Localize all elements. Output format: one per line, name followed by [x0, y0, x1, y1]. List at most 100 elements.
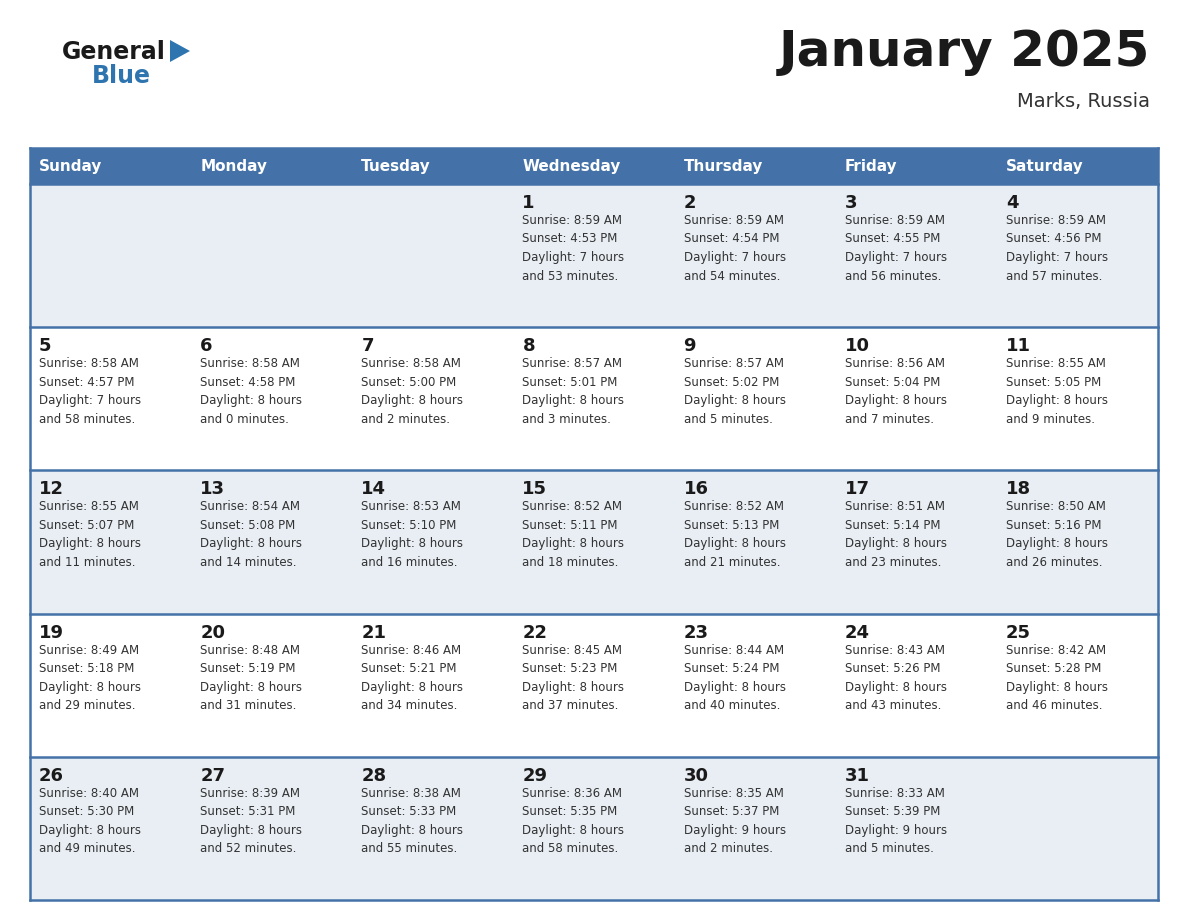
- Bar: [675, 470, 835, 613]
- Bar: [353, 756, 513, 900]
- Text: Sunrise: 8:54 AM
Sunset: 5:08 PM
Daylight: 8 hours
and 14 minutes.: Sunrise: 8:54 AM Sunset: 5:08 PM Dayligh…: [200, 500, 302, 569]
- Text: Sunrise: 8:58 AM
Sunset: 4:58 PM
Daylight: 8 hours
and 0 minutes.: Sunrise: 8:58 AM Sunset: 4:58 PM Dayligh…: [200, 357, 302, 426]
- Text: Sunrise: 8:57 AM
Sunset: 5:01 PM
Daylight: 8 hours
and 3 minutes.: Sunrise: 8:57 AM Sunset: 5:01 PM Dayligh…: [523, 357, 625, 426]
- Text: 28: 28: [361, 767, 386, 785]
- Text: 14: 14: [361, 480, 386, 498]
- Bar: [997, 327, 1158, 470]
- Bar: [675, 327, 835, 470]
- Text: Sunrise: 8:55 AM
Sunset: 5:05 PM
Daylight: 8 hours
and 9 minutes.: Sunrise: 8:55 AM Sunset: 5:05 PM Dayligh…: [1006, 357, 1108, 426]
- Bar: [675, 184, 835, 327]
- Text: Sunrise: 8:49 AM
Sunset: 5:18 PM
Daylight: 8 hours
and 29 minutes.: Sunrise: 8:49 AM Sunset: 5:18 PM Dayligh…: [39, 644, 141, 712]
- Bar: [997, 184, 1158, 327]
- Text: Sunrise: 8:35 AM
Sunset: 5:37 PM
Daylight: 9 hours
and 2 minutes.: Sunrise: 8:35 AM Sunset: 5:37 PM Dayligh…: [683, 787, 785, 856]
- Text: 8: 8: [523, 337, 535, 355]
- Bar: [30, 756, 191, 900]
- Text: Sunrise: 8:39 AM
Sunset: 5:31 PM
Daylight: 8 hours
and 52 minutes.: Sunrise: 8:39 AM Sunset: 5:31 PM Dayligh…: [200, 787, 302, 856]
- Bar: [675, 148, 835, 184]
- Text: 7: 7: [361, 337, 374, 355]
- Bar: [835, 613, 997, 756]
- Text: Sunrise: 8:46 AM
Sunset: 5:21 PM
Daylight: 8 hours
and 34 minutes.: Sunrise: 8:46 AM Sunset: 5:21 PM Dayligh…: [361, 644, 463, 712]
- Bar: [30, 470, 191, 613]
- Bar: [191, 148, 353, 184]
- Text: 1: 1: [523, 194, 535, 212]
- Text: 19: 19: [39, 623, 64, 642]
- Bar: [30, 148, 191, 184]
- Text: January 2025: January 2025: [778, 28, 1150, 76]
- Text: Sunrise: 8:53 AM
Sunset: 5:10 PM
Daylight: 8 hours
and 16 minutes.: Sunrise: 8:53 AM Sunset: 5:10 PM Dayligh…: [361, 500, 463, 569]
- Text: Sunrise: 8:52 AM
Sunset: 5:11 PM
Daylight: 8 hours
and 18 minutes.: Sunrise: 8:52 AM Sunset: 5:11 PM Dayligh…: [523, 500, 625, 569]
- Text: Sunday: Sunday: [39, 159, 102, 174]
- Text: Thursday: Thursday: [683, 159, 763, 174]
- Bar: [353, 613, 513, 756]
- Text: Sunrise: 8:59 AM
Sunset: 4:55 PM
Daylight: 7 hours
and 56 minutes.: Sunrise: 8:59 AM Sunset: 4:55 PM Dayligh…: [845, 214, 947, 283]
- Text: 6: 6: [200, 337, 213, 355]
- Text: 25: 25: [1006, 623, 1031, 642]
- Bar: [513, 148, 675, 184]
- Text: Sunrise: 8:44 AM
Sunset: 5:24 PM
Daylight: 8 hours
and 40 minutes.: Sunrise: 8:44 AM Sunset: 5:24 PM Dayligh…: [683, 644, 785, 712]
- Bar: [191, 756, 353, 900]
- Bar: [191, 613, 353, 756]
- Text: Tuesday: Tuesday: [361, 159, 431, 174]
- Text: Sunrise: 8:43 AM
Sunset: 5:26 PM
Daylight: 8 hours
and 43 minutes.: Sunrise: 8:43 AM Sunset: 5:26 PM Dayligh…: [845, 644, 947, 712]
- Text: Wednesday: Wednesday: [523, 159, 621, 174]
- Text: 12: 12: [39, 480, 64, 498]
- Text: Saturday: Saturday: [1006, 159, 1083, 174]
- Text: Sunrise: 8:59 AM
Sunset: 4:56 PM
Daylight: 7 hours
and 57 minutes.: Sunrise: 8:59 AM Sunset: 4:56 PM Dayligh…: [1006, 214, 1108, 283]
- Text: 21: 21: [361, 623, 386, 642]
- Bar: [513, 184, 675, 327]
- Text: Sunrise: 8:58 AM
Sunset: 4:57 PM
Daylight: 7 hours
and 58 minutes.: Sunrise: 8:58 AM Sunset: 4:57 PM Dayligh…: [39, 357, 141, 426]
- Text: 22: 22: [523, 623, 548, 642]
- Bar: [997, 756, 1158, 900]
- Bar: [997, 470, 1158, 613]
- Text: Sunrise: 8:56 AM
Sunset: 5:04 PM
Daylight: 8 hours
and 7 minutes.: Sunrise: 8:56 AM Sunset: 5:04 PM Dayligh…: [845, 357, 947, 426]
- Text: 5: 5: [39, 337, 51, 355]
- Bar: [997, 148, 1158, 184]
- Text: Sunrise: 8:59 AM
Sunset: 4:53 PM
Daylight: 7 hours
and 53 minutes.: Sunrise: 8:59 AM Sunset: 4:53 PM Dayligh…: [523, 214, 625, 283]
- Bar: [353, 148, 513, 184]
- Text: 27: 27: [200, 767, 226, 785]
- Text: 10: 10: [845, 337, 870, 355]
- Text: Sunrise: 8:45 AM
Sunset: 5:23 PM
Daylight: 8 hours
and 37 minutes.: Sunrise: 8:45 AM Sunset: 5:23 PM Dayligh…: [523, 644, 625, 712]
- Bar: [353, 184, 513, 327]
- Text: Sunrise: 8:57 AM
Sunset: 5:02 PM
Daylight: 8 hours
and 5 minutes.: Sunrise: 8:57 AM Sunset: 5:02 PM Dayligh…: [683, 357, 785, 426]
- Text: Friday: Friday: [845, 159, 897, 174]
- Bar: [835, 148, 997, 184]
- Text: Sunrise: 8:52 AM
Sunset: 5:13 PM
Daylight: 8 hours
and 21 minutes.: Sunrise: 8:52 AM Sunset: 5:13 PM Dayligh…: [683, 500, 785, 569]
- Bar: [30, 613, 191, 756]
- Text: Sunrise: 8:42 AM
Sunset: 5:28 PM
Daylight: 8 hours
and 46 minutes.: Sunrise: 8:42 AM Sunset: 5:28 PM Dayligh…: [1006, 644, 1108, 712]
- Text: 17: 17: [845, 480, 870, 498]
- Text: 24: 24: [845, 623, 870, 642]
- Text: Marks, Russia: Marks, Russia: [1017, 92, 1150, 111]
- Text: 23: 23: [683, 623, 708, 642]
- Text: 30: 30: [683, 767, 708, 785]
- Text: 20: 20: [200, 623, 226, 642]
- Text: Sunrise: 8:48 AM
Sunset: 5:19 PM
Daylight: 8 hours
and 31 minutes.: Sunrise: 8:48 AM Sunset: 5:19 PM Dayligh…: [200, 644, 302, 712]
- Text: 26: 26: [39, 767, 64, 785]
- Bar: [191, 470, 353, 613]
- Text: 11: 11: [1006, 337, 1031, 355]
- Text: Sunrise: 8:33 AM
Sunset: 5:39 PM
Daylight: 9 hours
and 5 minutes.: Sunrise: 8:33 AM Sunset: 5:39 PM Dayligh…: [845, 787, 947, 856]
- Text: Blue: Blue: [91, 64, 151, 88]
- Text: Sunrise: 8:59 AM
Sunset: 4:54 PM
Daylight: 7 hours
and 54 minutes.: Sunrise: 8:59 AM Sunset: 4:54 PM Dayligh…: [683, 214, 785, 283]
- Text: Sunrise: 8:40 AM
Sunset: 5:30 PM
Daylight: 8 hours
and 49 minutes.: Sunrise: 8:40 AM Sunset: 5:30 PM Dayligh…: [39, 787, 141, 856]
- Bar: [513, 470, 675, 613]
- Text: Sunrise: 8:36 AM
Sunset: 5:35 PM
Daylight: 8 hours
and 58 minutes.: Sunrise: 8:36 AM Sunset: 5:35 PM Dayligh…: [523, 787, 625, 856]
- Text: Sunrise: 8:58 AM
Sunset: 5:00 PM
Daylight: 8 hours
and 2 minutes.: Sunrise: 8:58 AM Sunset: 5:00 PM Dayligh…: [361, 357, 463, 426]
- Text: 31: 31: [845, 767, 870, 785]
- Bar: [191, 184, 353, 327]
- Text: Sunrise: 8:51 AM
Sunset: 5:14 PM
Daylight: 8 hours
and 23 minutes.: Sunrise: 8:51 AM Sunset: 5:14 PM Dayligh…: [845, 500, 947, 569]
- Bar: [353, 327, 513, 470]
- Text: 13: 13: [200, 480, 226, 498]
- Bar: [835, 184, 997, 327]
- Bar: [191, 327, 353, 470]
- Bar: [353, 470, 513, 613]
- Bar: [513, 613, 675, 756]
- Bar: [835, 327, 997, 470]
- Polygon shape: [170, 40, 190, 62]
- Bar: [675, 613, 835, 756]
- Text: 16: 16: [683, 480, 708, 498]
- Bar: [513, 327, 675, 470]
- Bar: [513, 756, 675, 900]
- Text: 9: 9: [683, 337, 696, 355]
- Bar: [835, 470, 997, 613]
